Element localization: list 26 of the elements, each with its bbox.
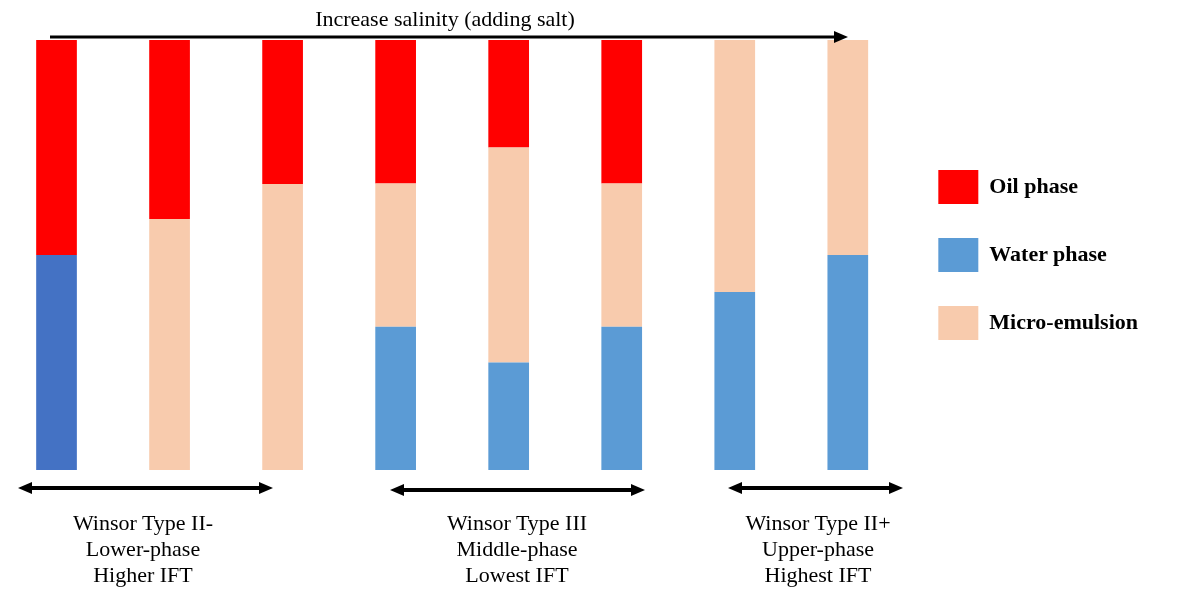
bar: [375, 326, 416, 470]
bar: [488, 40, 530, 148]
bar: [36, 255, 77, 470]
bar: [375, 40, 416, 184]
bar: [375, 183, 416, 327]
bar: [262, 40, 303, 185]
bar: [714, 291, 756, 470]
text: Winsor Type II+ Upper-phase Highest IFT: [744, 510, 892, 588]
bar: [601, 326, 643, 470]
bar: [827, 40, 869, 255]
bar: [36, 40, 77, 255]
legend-label: Micro-emulsion: [989, 308, 1138, 334]
bar: [827, 255, 869, 470]
bar: [601, 183, 643, 327]
bar: [262, 184, 303, 470]
bar: [488, 147, 530, 363]
text: Winsor Type II- Lower-phase Higher IFT: [71, 510, 215, 588]
bar: [149, 40, 190, 219]
bar: [714, 40, 756, 292]
bar: [149, 218, 190, 470]
text: Increase salinity (adding salt): [314, 6, 576, 32]
legend-label: Oil phase: [989, 172, 1079, 198]
bar: [601, 40, 643, 184]
bar: [488, 362, 530, 470]
legend-label: Water phase: [989, 240, 1108, 266]
text: Winsor Type III Middle-phase Lowest IFT: [445, 510, 589, 588]
